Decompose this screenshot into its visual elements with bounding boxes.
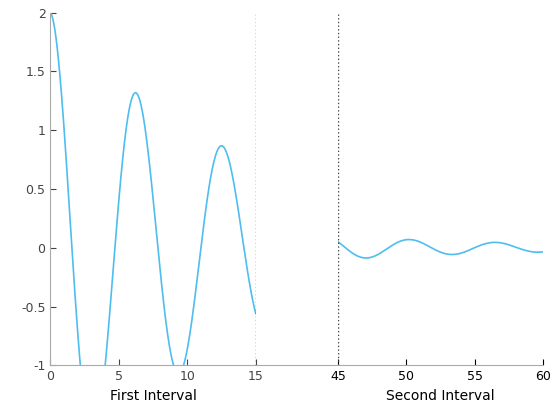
- X-axis label: First Interval: First Interval: [110, 389, 197, 403]
- X-axis label: Second Interval: Second Interval: [386, 389, 495, 403]
